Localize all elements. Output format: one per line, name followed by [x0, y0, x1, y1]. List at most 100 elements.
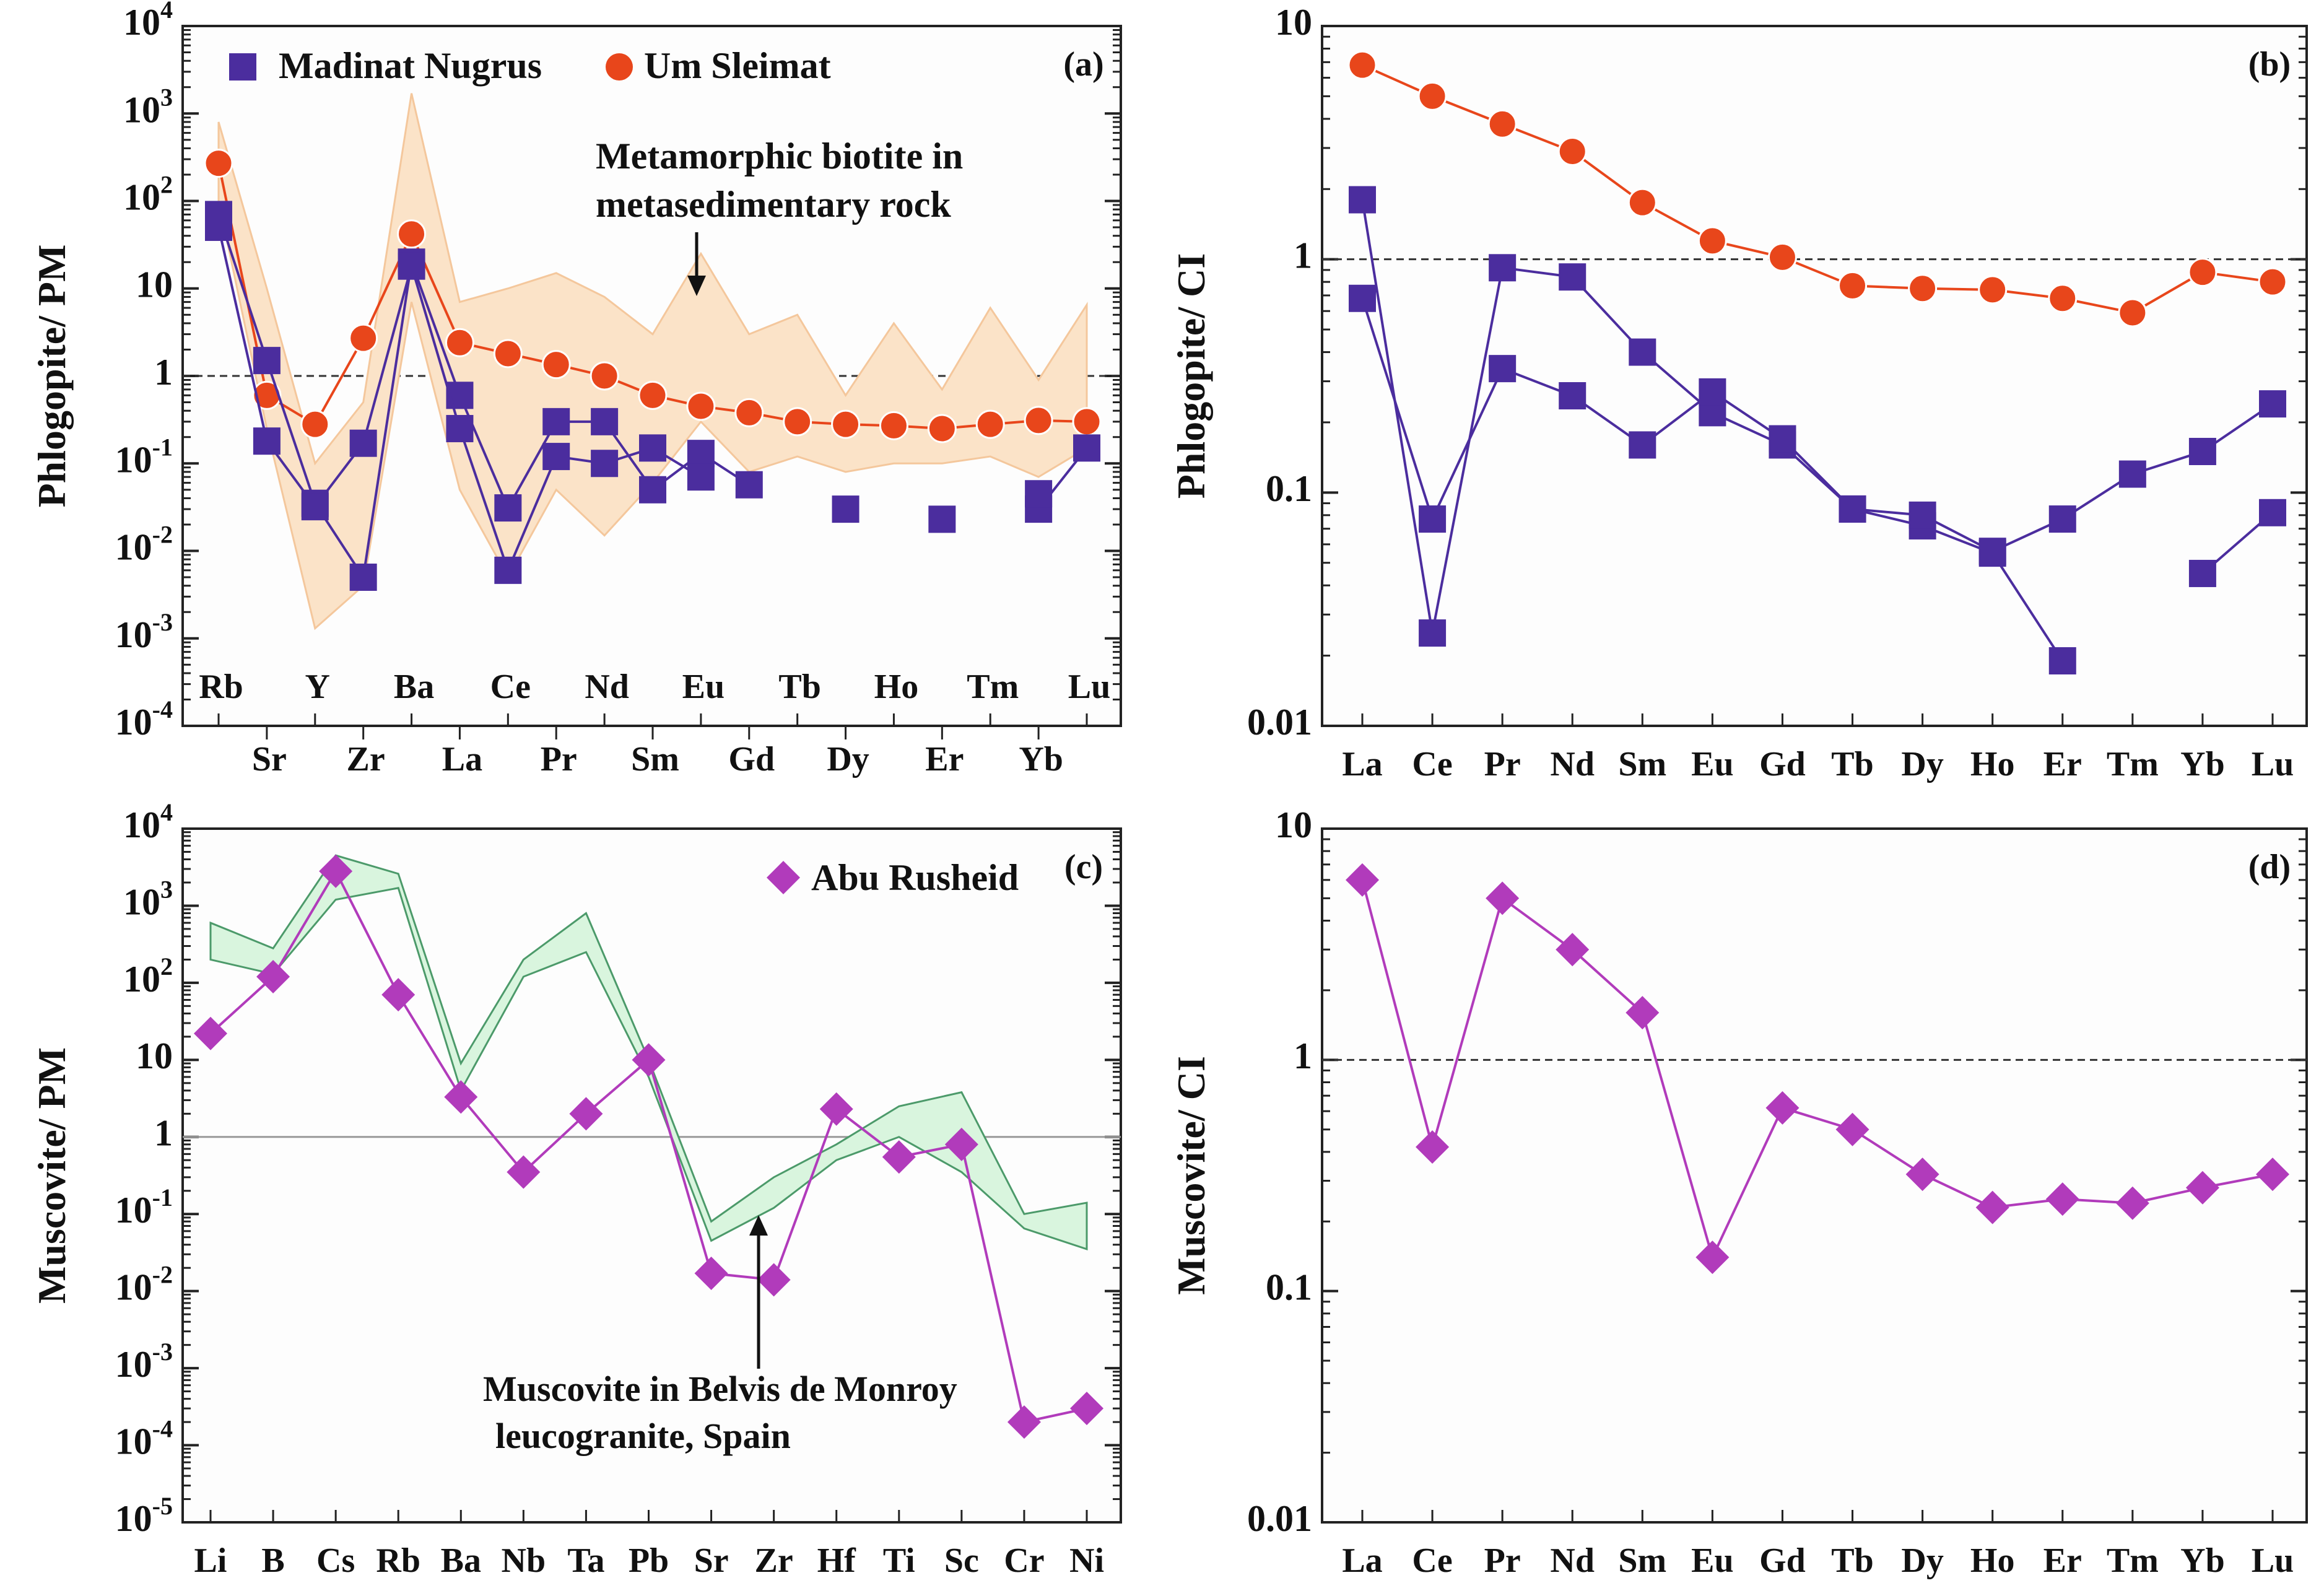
diamond-marker: [1556, 933, 1590, 967]
square-marker: [349, 564, 377, 591]
diamond-marker: [1416, 1130, 1450, 1164]
diamond-marker: [757, 1263, 791, 1297]
x-tick-label: Eu: [1691, 1541, 1734, 1580]
x-tick-label-upper: Rb: [199, 668, 243, 706]
circle-marker: [686, 391, 716, 421]
y-tick-label: 10-4: [115, 1415, 173, 1462]
x-tick-label: Yb: [2180, 745, 2225, 783]
x-tick-label: Cr: [1004, 1541, 1044, 1580]
y-tick-label: 10: [136, 264, 173, 305]
diamond-marker: [2256, 1158, 2289, 1192]
y-axis-label: Muscovite/ CI: [1169, 1056, 1213, 1295]
y-tick-label: 10-2: [115, 1261, 173, 1308]
y-tick-label: 1: [154, 1113, 173, 1154]
circle-marker: [783, 407, 812, 437]
diamond-marker: [319, 854, 353, 888]
diamond-marker: [2045, 1182, 2079, 1216]
plot-frame: [1321, 25, 2308, 727]
diamond-marker: [944, 1127, 978, 1161]
y-tick-label: 10-3: [115, 608, 173, 655]
circle-marker: [541, 350, 571, 380]
x-tick-label: Ti: [883, 1541, 915, 1580]
x-tick-label-lower: Dy: [827, 740, 869, 778]
y-tick-label: 104: [123, 0, 173, 43]
circle-marker: [1417, 81, 1447, 111]
diamond-marker: [1070, 1392, 1103, 1426]
diamond-marker: [194, 1016, 227, 1050]
y-tick-label: 104: [123, 798, 173, 845]
circle-marker: [2188, 258, 2217, 287]
circle-marker: [349, 323, 378, 353]
circle-marker: [879, 411, 908, 440]
x-tick-label: Er: [2043, 745, 2082, 783]
x-tick-label: Ba: [441, 1541, 481, 1580]
square-marker: [2048, 647, 2076, 675]
x-tick-label-upper: Tm: [967, 668, 1019, 706]
x-tick-label-lower: La: [442, 740, 482, 778]
square-marker: [2188, 438, 2216, 466]
square-marker: [1489, 254, 1517, 282]
circle-marker: [397, 219, 427, 249]
x-tick-label-upper: Ho: [874, 668, 919, 706]
x-tick-label: Li: [194, 1541, 227, 1580]
square-marker: [253, 347, 281, 375]
square-marker: [591, 408, 619, 435]
square-marker: [1629, 338, 1656, 366]
legend-label-umsleimat: Um Sleimat: [644, 45, 831, 86]
circle-marker: [2258, 267, 2287, 297]
y-tick-label: 0.1: [1266, 1267, 1312, 1307]
square-marker: [639, 476, 666, 504]
legend-marker-madinat: [229, 53, 256, 81]
y-tick-label: 1: [154, 352, 173, 393]
square-marker: [1559, 382, 1586, 410]
x-tick-label: Cs: [316, 1541, 355, 1580]
x-tick-label-upper: Ce: [490, 668, 531, 706]
y-axis-label: Muscovite/ PM: [30, 1047, 74, 1304]
x-tick-label: Nb: [502, 1541, 546, 1580]
legend-label-aburusheid: Abu Rusheid: [811, 857, 1019, 898]
x-tick-label: Ce: [1412, 745, 1452, 783]
y-tick-label: 10: [1275, 2, 1312, 43]
x-tick-label-lower: Er: [925, 740, 964, 778]
annotation-line-2: metasedimentary rock: [596, 184, 951, 225]
annotation-line-1: Metamorphic biotite in: [596, 136, 963, 177]
square-marker: [687, 463, 715, 491]
x-tick-label-lower: Pr: [541, 740, 577, 778]
diamond-marker: [632, 1043, 666, 1077]
square-marker: [1699, 378, 1726, 406]
diamond-marker: [2185, 1171, 2219, 1205]
square-marker: [687, 440, 715, 468]
x-tick-label: Nd: [1550, 1541, 1595, 1580]
annotation-line-2: leucogranite, Spain: [495, 1416, 791, 1456]
square-marker: [591, 450, 619, 477]
x-tick-label: Rb: [376, 1541, 420, 1580]
panel-b: 10 1 0.1 0.01 Phlogopite/ CI (b) La Ce Pr Nd Sm Eu G…: [1169, 2, 2308, 783]
annotation-arrow-head: [749, 1215, 768, 1236]
panel-a: 10410310210110-110-210-310-4Phlogopite/ …: [30, 0, 1122, 778]
x-tick-label: Tm: [2107, 745, 2159, 783]
square-marker: [928, 505, 956, 533]
diamond-marker: [1765, 1091, 1800, 1125]
panel-tag: (a): [1063, 45, 1103, 84]
annotation-line-1: Muscovite in Belvis de Monroy: [483, 1369, 957, 1409]
x-tick-label-upper: Nd: [585, 668, 629, 706]
square-marker: [639, 434, 666, 462]
circle-marker: [493, 339, 523, 368]
circle-marker: [590, 361, 619, 391]
y-tick-label: 10: [136, 1036, 173, 1076]
y-axis-label: Phlogopite/ CI: [1169, 253, 1213, 499]
x-tick-label: Zr: [755, 1541, 793, 1580]
circle-marker: [1024, 406, 1053, 435]
square-marker: [2048, 505, 2076, 533]
diamond-marker: [569, 1097, 603, 1131]
square-marker: [542, 443, 570, 471]
x-tick-label: Pr: [1484, 1541, 1521, 1580]
square-marker: [301, 493, 329, 521]
x-tick-label: Er: [2043, 1541, 2082, 1580]
x-tick-label: Ho: [1970, 745, 2015, 783]
x-tick-label: Tm: [2107, 1541, 2159, 1580]
x-tick-label-upper: Ba: [394, 668, 434, 706]
square-marker: [494, 494, 522, 522]
x-tick-label-upper: Tb: [778, 668, 821, 706]
